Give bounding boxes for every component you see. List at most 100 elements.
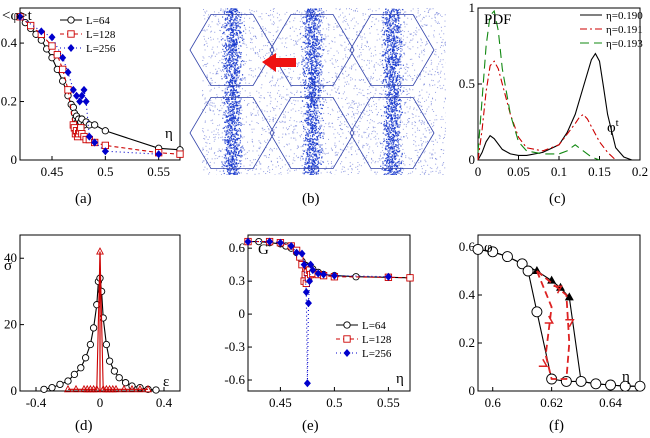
panel-b-dot [251, 120, 253, 122]
panel-b-dot [288, 133, 290, 135]
panel-b-dot [387, 76, 389, 78]
panel-b-dot [308, 35, 310, 37]
panel-b-dot [224, 130, 226, 132]
panel-b-dot [406, 90, 408, 92]
panel-b-dot [429, 152, 431, 154]
panel-b-dot [232, 30, 234, 32]
panel-b-dot [213, 162, 215, 164]
panel-b-dot [229, 44, 232, 46]
panel-b-dot [431, 109, 433, 111]
panel-b-dot [222, 32, 224, 35]
panel-b-dot [348, 83, 350, 85]
panel-b-dot [296, 91, 298, 93]
panel-b-dot [308, 72, 310, 74]
panel-b-dot [232, 138, 234, 140]
panel-b-dot [296, 148, 298, 150]
panel-b-dot [327, 50, 329, 52]
panel-b-dot [344, 28, 346, 30]
panel-b-dot [260, 163, 262, 165]
panel-b-dot [253, 35, 255, 37]
panel-b-dot [253, 145, 255, 147]
panel-b-dot [312, 33, 314, 35]
panel-b-dot [407, 67, 409, 69]
panel-b-dot [309, 9, 312, 11]
panel-b-dot [251, 27, 253, 29]
panel-b-dot [248, 26, 250, 28]
panel-b-dot [344, 81, 346, 83]
panel-b-dot [376, 114, 378, 116]
panel-b-dot [431, 17, 433, 19]
panel-b-dot [294, 169, 296, 171]
panel-b-dot [416, 149, 418, 151]
panel-b-dot [349, 50, 351, 52]
panel-b-dot [307, 68, 309, 70]
panel-b-dot [228, 151, 230, 153]
panel-b-dot [227, 28, 229, 30]
panel-b-dot [305, 75, 308, 78]
panel-b-dot [409, 158, 411, 160]
panel-a-series-2-point [155, 150, 163, 159]
panel-b-dot [241, 60, 244, 62]
panel-b-dot [233, 57, 235, 60]
panel-b-dot [234, 129, 236, 131]
panel-b-dot [243, 136, 245, 138]
panel-b-dot [317, 98, 319, 100]
panel-b-dot [440, 126, 442, 128]
panel-b-dot [229, 144, 232, 147]
panel-b-dot [342, 166, 344, 168]
panel-b-dot [337, 111, 339, 113]
panel-b-dot [208, 18, 210, 20]
panel-b-dot [241, 109, 243, 111]
panel-b-dot [221, 161, 223, 163]
panel-b-dot [427, 73, 429, 75]
panel-b-dot [236, 26, 238, 28]
panel-b-dot [289, 170, 291, 172]
panel-b-dot [237, 124, 239, 126]
panel-b-dot [308, 114, 310, 116]
panel-b-dot [316, 142, 318, 144]
panel-b-dot [302, 74, 305, 76]
panel-b-dot [357, 105, 359, 107]
panel-b-dot [226, 174, 228, 175]
panel-b-dot [304, 166, 306, 168]
panel-b-dot [277, 80, 279, 82]
panel-b-dot [220, 36, 222, 38]
panel-b-dot [294, 104, 296, 106]
panel-b-dot [208, 173, 210, 175]
panel-b-dot [225, 57, 228, 59]
panel-b-dot [418, 55, 420, 57]
panel-b-dot [236, 139, 239, 141]
panel-b-dot [308, 154, 310, 156]
panel-b-dot [202, 149, 204, 151]
panel-b-dot [313, 65, 315, 68]
panel-b-dot [317, 170, 319, 173]
panel-b-dot [440, 76, 442, 78]
panel-b-dot [371, 60, 373, 62]
panel-b-dot [312, 110, 314, 113]
panel-b-dot [288, 128, 290, 130]
panel-b-dot [354, 120, 356, 122]
panel-b-dot [307, 37, 309, 39]
panel-b-dot [228, 75, 230, 77]
panel-b-dot [302, 22, 304, 24]
panel-b-dot [258, 92, 260, 94]
panel-b-dot [334, 174, 336, 175]
panel-b-dot [422, 121, 424, 123]
panel-b-dot [212, 73, 214, 75]
panel-b-dot [360, 36, 362, 38]
panel-b-dot [232, 103, 234, 106]
panel-b-dot [315, 124, 317, 126]
panel-b-dot [230, 138, 233, 140]
panel-b-dot [315, 168, 317, 170]
panel-b-dot [396, 63, 398, 65]
panel-b-dot [231, 75, 233, 78]
panel-b-dot [225, 43, 227, 45]
panel-b-dot [358, 134, 360, 136]
panel-b-dot [315, 59, 317, 61]
panel-b-dot [231, 122, 233, 124]
panel-b-dot [300, 107, 302, 109]
panel-b-dot [314, 18, 316, 20]
panel-b-dot [237, 67, 239, 69]
panel-b-dot [227, 11, 229, 13]
panel-b-dot [224, 91, 226, 93]
